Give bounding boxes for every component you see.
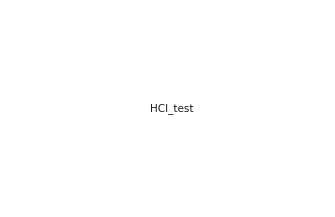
Text: HCl_test: HCl_test <box>149 103 193 114</box>
